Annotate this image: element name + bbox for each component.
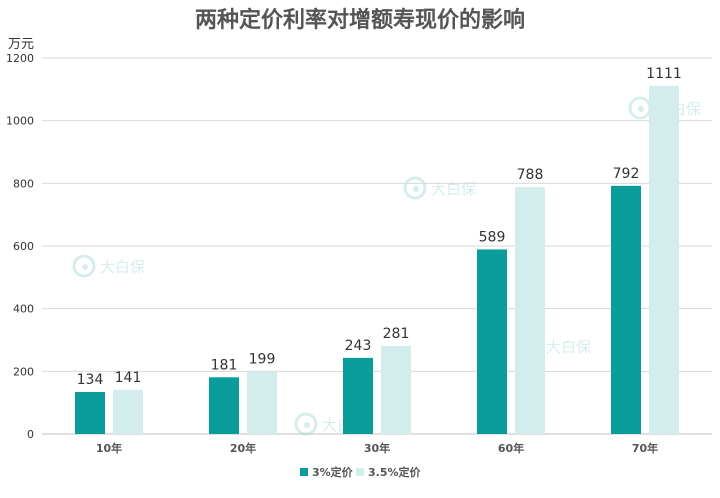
y-tick-label: 1000 <box>6 115 34 128</box>
data-label: 1111 <box>646 66 682 82</box>
bars <box>75 85 679 435</box>
logo-dot-icon <box>413 186 419 192</box>
y-tick-label: 1200 <box>6 52 34 65</box>
data-label: 134 <box>77 372 104 388</box>
data-labels: 134 141 181 199 243 281 589 788 792 1111 <box>77 66 682 388</box>
x-tick-label: 10年 <box>96 441 122 455</box>
data-label: 141 <box>115 370 142 386</box>
bar <box>611 185 641 434</box>
legend-swatch <box>300 468 308 476</box>
data-label: 281 <box>383 326 410 342</box>
watermark: 大白保 <box>403 176 476 200</box>
data-label: 788 <box>517 167 544 183</box>
x-tick-label: 60年 <box>498 441 524 455</box>
data-label: 199 <box>249 352 276 368</box>
watermark-text: 大白保 <box>100 258 145 276</box>
bar <box>515 187 545 434</box>
logo-dot-icon <box>304 422 310 428</box>
y-tick-label: 400 <box>13 303 34 316</box>
bar <box>75 392 105 434</box>
y-axis-ticks: 0 200 400 600 800 1000 1200 <box>6 52 34 441</box>
bar <box>381 345 411 434</box>
bar <box>477 249 507 434</box>
logo-circle-icon <box>72 254 96 278</box>
x-tick-label: 70年 <box>632 441 658 455</box>
bar <box>343 357 373 434</box>
x-axis-ticks: 10年 20年 30年 60年 70年 <box>96 441 658 455</box>
logo-dot-icon <box>638 106 644 112</box>
y-tick-label: 0 <box>27 428 34 441</box>
watermark-text: 大白保 <box>546 338 591 356</box>
bar <box>247 371 277 434</box>
y-axis-unit: 万元 <box>8 37 34 52</box>
gridlines <box>42 57 712 435</box>
data-label: 243 <box>345 338 372 354</box>
y-tick-label: 200 <box>13 365 34 378</box>
legend: 3%定价 3.5%定价 <box>300 465 422 479</box>
legend-label: 3.5%定价 <box>368 465 422 479</box>
bar <box>209 377 239 434</box>
x-tick-label: 20年 <box>230 441 256 455</box>
x-tick-label: 30年 <box>364 441 390 455</box>
logo-dot-icon <box>82 264 88 270</box>
data-label: 589 <box>479 229 506 245</box>
bar <box>649 85 679 435</box>
legend-swatch <box>356 468 364 476</box>
chart-title: 两种定价利率对增额寿现价的影响 <box>195 7 525 33</box>
watermark-text: 大白保 <box>431 180 476 198</box>
y-tick-label: 600 <box>13 240 34 253</box>
y-tick-label: 800 <box>13 177 34 190</box>
data-label: 181 <box>211 357 238 373</box>
bar <box>113 389 143 434</box>
data-label: 792 <box>613 166 640 182</box>
watermark: 大白保 <box>72 254 145 278</box>
legend-label: 3%定价 <box>312 465 354 479</box>
logo-circle-icon <box>403 176 427 200</box>
